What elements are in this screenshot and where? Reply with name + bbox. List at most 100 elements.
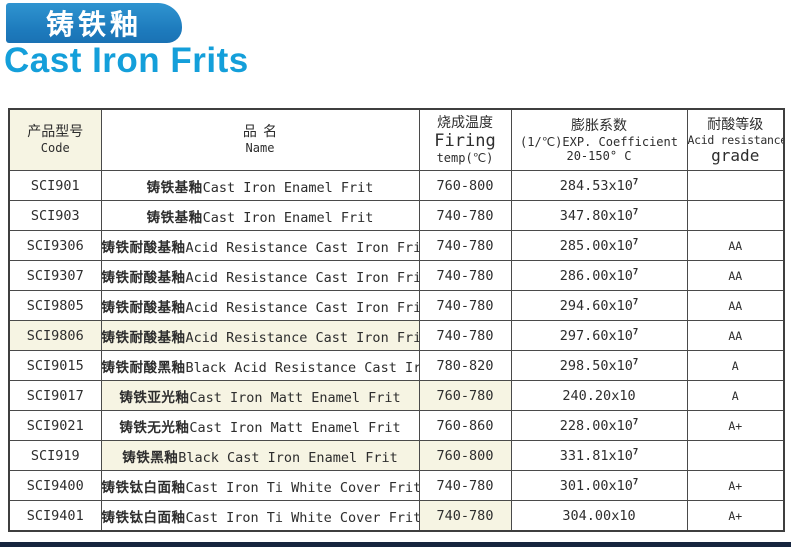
cell-firing-temp: 780-820 (418, 350, 512, 381)
cell-acid-grade: AA (686, 290, 785, 321)
table-row: SCI9021 铸铁无光釉Cast Iron Matt Enamel Frit … (8, 410, 785, 441)
cell-code: SCI9401 (8, 500, 102, 532)
cell-exp-coefficient: 297.60x107 (510, 320, 688, 351)
cell-firing-temp: 760-860 (418, 410, 512, 441)
cell-name: 铸铁黑釉Black Cast Iron Enamel Frit (100, 440, 420, 471)
header-grade-word: grade (711, 145, 760, 165)
exp-value: 284.53x10 (559, 177, 633, 194)
product-name-cn: 铸铁耐酸基釉 (101, 329, 186, 346)
table-row: SCI903 铸铁基釉Cast Iron Enamel Frit 740-780… (8, 200, 785, 231)
cell-acid-grade: AA (686, 320, 785, 351)
product-name-en: Cast Iron Ti White Cover Frit (185, 479, 419, 496)
exp-value: 331.81x10 (559, 447, 633, 464)
table-row: SCI9805 铸铁耐酸基釉Acid Resistance Cast Iron … (8, 290, 785, 321)
col-header-acid-grade: 耐酸等级 Acid resistance grade (686, 108, 785, 171)
exp-value: 286.00x10 (559, 267, 633, 284)
exp-exponent: 7 (632, 267, 639, 277)
product-name-cn: 铸铁黑釉 (122, 449, 179, 466)
cell-firing-temp: 740-780 (418, 260, 512, 291)
product-name-cn: 铸铁耐酸基釉 (101, 239, 186, 256)
exp-value: 347.80x10 (559, 207, 633, 224)
cell-code: SCI9400 (8, 470, 102, 501)
product-table-container: 产品型号 Code 品名 Name 烧成温度 Firing temp(℃) 膨胀… (8, 108, 785, 532)
cell-firing-temp: 740-780 (418, 320, 512, 351)
cell-acid-grade (686, 200, 785, 231)
product-table: 产品型号 Code 品名 Name 烧成温度 Firing temp(℃) 膨胀… (8, 108, 785, 532)
cell-acid-grade: A (686, 350, 785, 381)
product-name-en: Black Cast Iron Enamel Frit (178, 449, 398, 466)
table-row: SCI9400 铸铁钛白面釉Cast Iron Ti White Cover F… (8, 470, 785, 501)
product-name-en: Acid Resistance Cast Iron Frit (185, 239, 419, 256)
cell-code: SCI903 (8, 200, 102, 231)
header-name-en: Name (245, 141, 275, 155)
section-banner: 铸铁釉 (6, 3, 182, 43)
cell-exp-coefficient: 298.50x107 (510, 350, 688, 381)
header-exp-en: (1/℃)EXP. Coefficient (520, 134, 678, 149)
product-name-en: Acid Resistance Cast Iron Frit (185, 299, 419, 316)
header-grade-cn: 耐酸等级 (707, 116, 764, 133)
cell-firing-temp: 740-780 (418, 230, 512, 261)
product-name-cn: 铸铁亚光釉 (119, 389, 190, 406)
header-firing-en: Firing (434, 131, 496, 151)
cell-acid-grade (686, 440, 785, 471)
product-name-cn: 铸铁钛白面釉 (101, 509, 186, 526)
header-exp-range: 20-150° C (566, 148, 632, 163)
cell-code: SCI9017 (8, 380, 102, 411)
cell-exp-coefficient: 286.00x107 (510, 260, 688, 291)
exp-value: 285.00x10 (559, 237, 633, 254)
product-name-en: Acid Resistance Cast Iron Frit (185, 269, 419, 286)
header-code-cn: 产品型号 (27, 124, 84, 140)
cell-acid-grade: A+ (686, 500, 785, 532)
col-header-firing-temp: 烧成温度 Firing temp(℃) (418, 108, 512, 171)
exp-exponent: 7 (632, 297, 639, 307)
exp-exponent: 7 (632, 237, 639, 247)
cell-name: 铸铁耐酸基釉Acid Resistance Cast Iron Frit (100, 230, 420, 261)
table-header-row: 产品型号 Code 品名 Name 烧成温度 Firing temp(℃) 膨胀… (8, 108, 785, 171)
header-exp-cn: 膨胀系数 (571, 117, 627, 134)
cell-name: 铸铁无光釉Cast Iron Matt Enamel Frit (100, 410, 420, 441)
cell-acid-grade: A+ (686, 470, 785, 501)
col-header-code: 产品型号 Code (8, 108, 102, 171)
cell-code: SCI919 (8, 440, 102, 471)
exp-value: 298.50x10 (559, 357, 633, 374)
exp-exponent: 7 (632, 357, 639, 367)
cell-code: SCI9805 (8, 290, 102, 321)
exp-value: 297.60x10 (559, 327, 633, 344)
product-name-cn: 铸铁钛白面釉 (101, 479, 186, 496)
cell-exp-coefficient: 331.81x107 (510, 440, 688, 471)
cell-code: SCI901 (8, 170, 102, 201)
product-name-en: Cast Iron Enamel Frit (202, 209, 374, 226)
product-name-cn: 铸铁耐酸黑釉 (101, 359, 186, 376)
cell-name: 铸铁基釉Cast Iron Enamel Frit (100, 200, 420, 231)
table-row: SCI9401 铸铁钛白面釉Cast Iron Ti White Cover F… (8, 500, 785, 532)
exp-value: 240.20x10 (562, 387, 636, 404)
exp-exponent: 7 (632, 177, 639, 187)
cell-firing-temp: 740-780 (418, 200, 512, 231)
exp-exponent: 7 (632, 447, 639, 457)
table-row: SCI9806 铸铁耐酸基釉Acid Resistance Cast Iron … (8, 320, 785, 351)
cell-name: 铸铁耐酸基釉Acid Resistance Cast Iron Frit (100, 290, 420, 321)
product-name-cn: 铸铁基釉 (146, 179, 203, 196)
product-name-cn: 铸铁耐酸基釉 (101, 299, 186, 316)
product-name-en: Acid Resistance Cast Iron Frit (185, 329, 419, 346)
cell-exp-coefficient: 294.60x107 (510, 290, 688, 321)
cell-firing-temp: 760-800 (418, 170, 512, 201)
cell-code: SCI9021 (8, 410, 102, 441)
cell-firing-temp: 740-780 (418, 500, 512, 532)
exp-value: 304.00x10 (562, 507, 636, 524)
exp-value: 301.00x10 (559, 477, 633, 494)
cell-exp-coefficient: 304.00x10 (510, 500, 688, 532)
product-name-en: Cast Iron Matt Enamel Frit (189, 419, 401, 436)
product-name-cn: 铸铁基釉 (146, 209, 203, 226)
product-name-en: Black Acid Resistance Cast Iron Frit (185, 359, 419, 376)
cell-acid-grade: A+ (686, 410, 785, 441)
cell-name: 铸铁耐酸基釉Acid Resistance Cast Iron Frit (100, 260, 420, 291)
cell-acid-grade: A (686, 380, 785, 411)
product-name-en: Cast Iron Ti White Cover Frit (185, 509, 419, 526)
product-name-en: Cast Iron Matt Enamel Frit (189, 389, 401, 406)
exp-value: 228.00x10 (559, 417, 633, 434)
cell-exp-coefficient: 347.80x107 (510, 200, 688, 231)
cell-firing-temp: 760-780 (418, 380, 512, 411)
cell-exp-coefficient: 284.53x107 (510, 170, 688, 201)
header-firing-unit: temp(℃) (436, 151, 494, 165)
